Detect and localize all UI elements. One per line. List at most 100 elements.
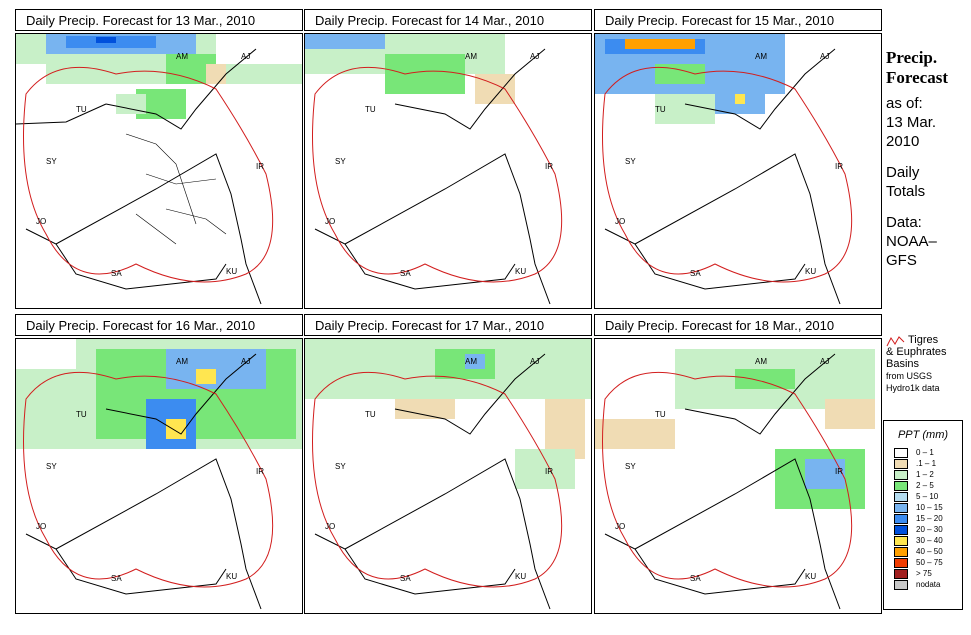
- ppt-legend-swatch: [894, 524, 908, 535]
- ppt-legend-swatch: [894, 469, 908, 480]
- country-borders: [604, 353, 841, 610]
- ppt-legend-row: > 75: [894, 568, 962, 579]
- country-borders: [314, 48, 551, 305]
- info-title-line1: Precip.: [886, 48, 938, 67]
- data-source-line1: Data:: [886, 214, 922, 231]
- asof-date-line1: 13 Mar.: [886, 114, 937, 131]
- ppt-legend-row: 5 – 10: [894, 491, 962, 502]
- ppt-legend-row: 50 – 75: [894, 557, 962, 568]
- country-label-tu: TU: [365, 105, 376, 114]
- map-svg: AM AJ TU SY IR JO SA KU: [595, 349, 875, 610]
- precip-cells: [16, 34, 302, 119]
- country-label-tu: TU: [655, 105, 666, 114]
- ppt-legend-swatch: [894, 557, 908, 568]
- country-label-sy: SY: [335, 157, 346, 166]
- country-label-ku: KU: [805, 572, 816, 581]
- country-label-am: AM: [755, 52, 767, 61]
- precip-cells: [595, 349, 875, 509]
- basin-outline: [23, 371, 274, 588]
- ppt-legend-label: 30 – 40: [916, 536, 943, 545]
- ppt-legend-row: .1 – 1: [894, 458, 962, 469]
- country-label-am: AM: [755, 357, 767, 366]
- ppt-legend-row: 30 – 40: [894, 535, 962, 546]
- country-label-am: AM: [465, 52, 477, 61]
- country-label-aj: AJ: [820, 52, 829, 61]
- country-label-aj: AJ: [241, 357, 250, 366]
- ppt-legend-label: 40 – 50: [916, 547, 943, 556]
- ppt-legend-row: 0 – 1: [894, 447, 962, 458]
- panel-title: Daily Precip. Forecast for 15 Mar., 2010: [594, 9, 882, 31]
- country-label-am: AM: [176, 52, 188, 61]
- country-borders: [314, 353, 551, 610]
- panel-title: Daily Precip. Forecast for 14 Mar., 2010: [304, 9, 592, 31]
- map-svg: AM AJ TU SY IR JO SA KU: [16, 339, 302, 610]
- data-source-line3: GFS: [886, 252, 917, 269]
- panel-title: Daily Precip. Forecast for 13 Mar., 2010: [15, 9, 303, 31]
- ppt-legend-label: 5 – 10: [916, 492, 939, 501]
- country-label-sy: SY: [625, 157, 636, 166]
- basin-legend-line1: Tigres: [908, 334, 939, 346]
- ppt-legend-swatch: [894, 480, 908, 491]
- country-borders: [25, 353, 262, 610]
- country-label-sy: SY: [625, 462, 636, 471]
- country-label-jo: JO: [325, 522, 335, 531]
- country-label-sa: SA: [690, 574, 701, 583]
- country-label-ir: IR: [545, 467, 553, 476]
- precip-map: AM AJ TU SY IR JO SA KU: [594, 33, 882, 309]
- basin-outline: [602, 66, 853, 283]
- ppt-legend-label: 1 – 2: [916, 470, 934, 479]
- country-label-sa: SA: [111, 574, 122, 583]
- country-borders: [604, 48, 841, 305]
- basin-outline: [602, 371, 853, 588]
- country-label-jo: JO: [615, 217, 625, 226]
- country-label-jo: JO: [36, 217, 46, 226]
- ppt-legend-swatch: [894, 535, 908, 546]
- precip-map: AM AJ TU SY IR JO SA KU: [594, 338, 882, 614]
- country-label-tu: TU: [76, 105, 87, 114]
- country-label-sy: SY: [46, 157, 57, 166]
- ppt-legend-label: nodata: [916, 580, 941, 589]
- map-svg: AM AJ TU SY IR JO SA KU: [305, 34, 591, 305]
- ppt-legend-label: .1 – 1: [916, 459, 937, 468]
- ppt-legend-label: 0 – 1: [916, 448, 934, 457]
- panel-title: Daily Precip. Forecast for 16 Mar., 2010: [15, 314, 303, 336]
- ppt-legend-label: 50 – 75: [916, 558, 943, 567]
- country-label-jo: JO: [325, 217, 335, 226]
- country-label-aj: AJ: [820, 357, 829, 366]
- basin-outline: [312, 371, 563, 588]
- country-label-tu: TU: [76, 410, 87, 419]
- precip-map: AM AJ TU SY IR JO SA KU: [304, 338, 592, 614]
- ppt-legend-row: 15 – 20: [894, 513, 962, 524]
- precip-map: AM AJ TU SY IR JO SA KU: [304, 33, 592, 309]
- country-label-ku: KU: [515, 572, 526, 581]
- ppt-legend-swatch: [894, 458, 908, 469]
- country-label-sy: SY: [46, 462, 57, 471]
- ppt-legend-label: 10 – 15: [916, 503, 943, 512]
- country-label-am: AM: [176, 357, 188, 366]
- precip-cells: [16, 339, 302, 449]
- country-label-sa: SA: [690, 269, 701, 278]
- map-svg: AM AJ TU SY IR JO SA KU: [305, 339, 591, 610]
- ppt-legend-swatch: [894, 513, 908, 524]
- country-label-ku: KU: [805, 267, 816, 276]
- ppt-legend-row: 40 – 50: [894, 546, 962, 557]
- basin-outline: [312, 66, 563, 283]
- ppt-legend-swatch: [894, 568, 908, 579]
- ppt-legend-row: nodata: [894, 579, 962, 590]
- daily-label-line2: Totals: [886, 183, 926, 200]
- precip-map: AM AJ TU SY IR JO SA KU: [15, 33, 303, 309]
- ppt-legend-rows: 0 – 1 .1 – 1 1 – 2 2 – 5 5 – 10 10 – 15 15 – 2…: [884, 447, 962, 590]
- basin-legend: Tigres & Euphrates Basins from USGS Hydr…: [886, 334, 971, 394]
- forecast-panel-13-mar: Daily Precip. Forecast for 13 Mar., 2010: [15, 9, 305, 309]
- basin-legend-line4: from USGS: [886, 371, 933, 381]
- basin-legend-line2: & Euphrates: [886, 346, 947, 358]
- country-label-tu: TU: [365, 410, 376, 419]
- country-label-ir: IR: [835, 467, 843, 476]
- ppt-legend-swatch: [894, 546, 908, 557]
- ppt-legend: PPT (mm) 0 – 1 .1 – 1 1 – 2 2 – 5 5 – 10 10 –…: [883, 420, 963, 610]
- forecast-panel-14-mar: Daily Precip. Forecast for 14 Mar., 2010…: [304, 9, 594, 309]
- country-label-tu: TU: [655, 410, 666, 419]
- country-label-ku: KU: [226, 572, 237, 581]
- panel-title: Daily Precip. Forecast for 17 Mar., 2010: [304, 314, 592, 336]
- ppt-legend-swatch: [894, 502, 908, 513]
